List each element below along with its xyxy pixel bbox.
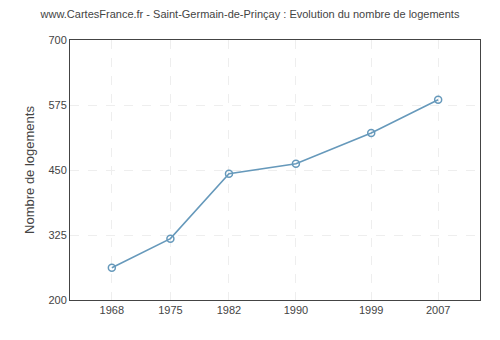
svg-text:www.CartesFrance.fr - Saint-Ge: www.CartesFrance.fr - Saint-Germain-de-P… [40,8,460,20]
svg-text:1990: 1990 [284,304,308,316]
svg-text:325: 325 [48,229,66,241]
svg-text:1968: 1968 [100,304,124,316]
svg-text:1975: 1975 [158,304,182,316]
svg-text:1982: 1982 [217,304,241,316]
svg-text:200: 200 [48,294,66,306]
svg-text:Nombre de logements: Nombre de logements [22,106,37,234]
svg-text:450: 450 [48,164,66,176]
svg-text:1999: 1999 [359,304,383,316]
svg-text:575: 575 [48,99,66,111]
svg-text:700: 700 [48,34,66,46]
svg-text:2007: 2007 [426,304,450,316]
